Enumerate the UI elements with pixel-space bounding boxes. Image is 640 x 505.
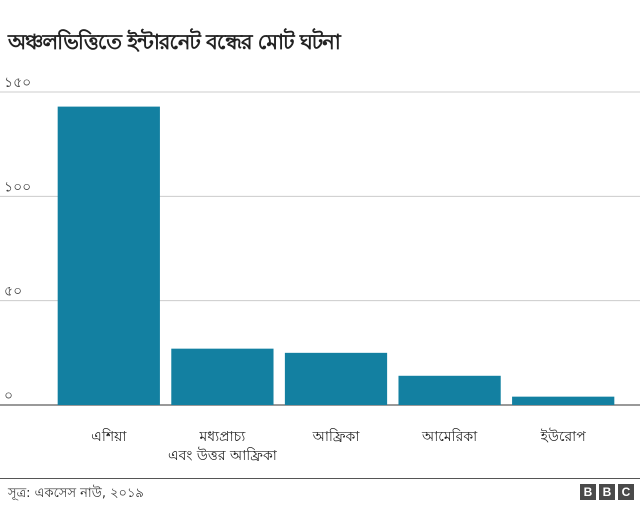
source-note: সূত্র: একসেস নাউ, ২০১৯ (8, 486, 144, 501)
bar (171, 348, 274, 405)
bbc-logo-letter: B (599, 484, 615, 500)
bar (284, 352, 388, 405)
bar (57, 106, 160, 406)
bbc-logo-letter: B (580, 484, 596, 500)
y-tick-label: ১০০ (4, 179, 31, 195)
bbc-logo: B B C (580, 484, 634, 500)
x-tick-label: আফ্রিকা (312, 428, 361, 445)
chart-title: অঞ্চলভিত্তিতে ইন্টারনেট বন্ধের মোট ঘটনা (8, 30, 341, 54)
y-tick-label: ৫০ (4, 284, 22, 300)
bbc-logo-letter: C (618, 484, 634, 500)
bar-chart: ০ ৫০ ১০০ ১৫০ এশিয়া মধ্যপ্রাচ্য এবং উত্তর আফ্র… (0, 75, 640, 464)
footer-divider (0, 478, 640, 479)
x-tick-label: এশিয়া (91, 428, 127, 445)
y-tick-label: ১৫০ (4, 75, 31, 91)
bar (512, 396, 615, 405)
y-tick-label: ০ (4, 388, 13, 404)
x-tick-label: ইউরোপ (540, 428, 587, 445)
x-tick-label: আমেরিকা (421, 428, 478, 445)
bar (398, 375, 501, 405)
x-tick-label: মধ্যপ্রাচ্য এবং উত্তর আফ্রিকা (168, 429, 278, 464)
